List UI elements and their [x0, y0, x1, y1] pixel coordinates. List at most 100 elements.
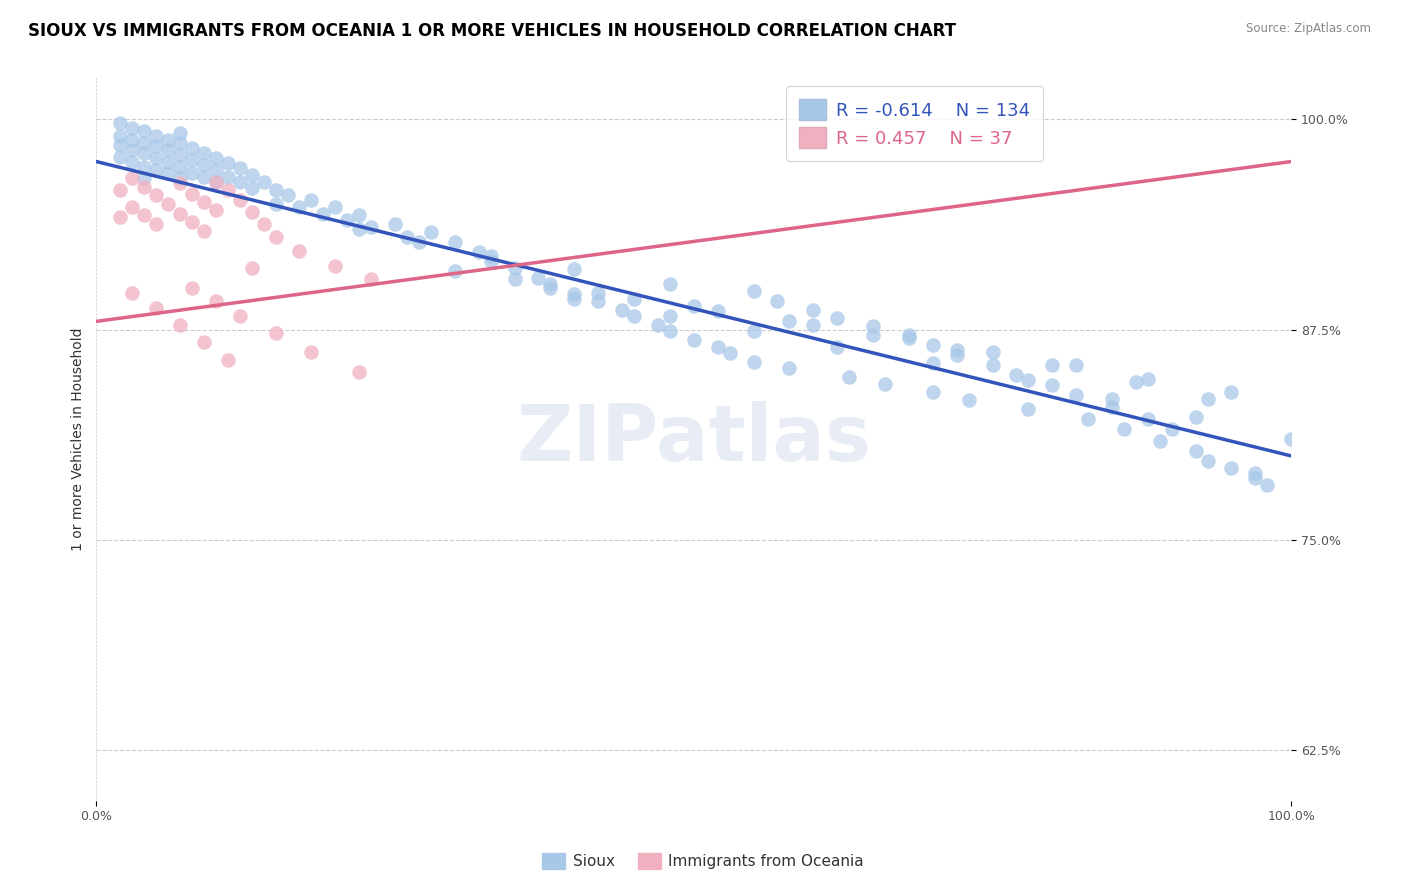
Point: [121, 154, 143, 169]
Point: [121, 120, 143, 135]
Point: [360, 220, 382, 235]
Point: [742, 284, 765, 298]
Point: [1184, 443, 1206, 458]
Point: [169, 318, 191, 332]
Point: [981, 358, 1004, 372]
Point: [647, 318, 669, 332]
Point: [299, 193, 322, 207]
Point: [193, 169, 215, 184]
Point: [169, 136, 191, 150]
Point: [110, 183, 132, 197]
Point: [134, 124, 156, 138]
Point: [110, 137, 132, 152]
Point: [623, 310, 645, 324]
Point: [264, 326, 287, 340]
Point: [658, 325, 681, 339]
Point: [862, 319, 884, 334]
Point: [1197, 454, 1219, 468]
Point: [205, 163, 228, 178]
Point: [157, 166, 180, 180]
Text: Source: ZipAtlas.com: Source: ZipAtlas.com: [1246, 22, 1371, 36]
Point: [145, 217, 167, 231]
Point: [443, 264, 465, 278]
Point: [862, 327, 884, 342]
Point: [110, 116, 132, 130]
Point: [742, 355, 765, 369]
Point: [240, 260, 263, 275]
Point: [825, 310, 848, 325]
Point: [801, 318, 824, 332]
Point: [1279, 432, 1302, 446]
Point: [157, 143, 180, 157]
Point: [169, 177, 191, 191]
Point: [658, 310, 681, 324]
Point: [240, 205, 263, 219]
Legend: R = -0.614    N = 134, R = 0.457    N = 37: R = -0.614 N = 134, R = 0.457 N = 37: [786, 87, 1043, 161]
Point: [205, 151, 228, 165]
Point: [134, 136, 156, 150]
Point: [706, 340, 728, 354]
Point: [479, 249, 502, 263]
Point: [1136, 412, 1159, 426]
Point: [538, 281, 561, 295]
Point: [169, 207, 191, 221]
Point: [443, 235, 465, 250]
Point: [323, 259, 346, 273]
Text: SIOUX VS IMMIGRANTS FROM OCEANIA 1 OR MORE VEHICLES IN HOUSEHOLD CORRELATION CHA: SIOUX VS IMMIGRANTS FROM OCEANIA 1 OR MO…: [28, 22, 956, 40]
Point: [193, 146, 215, 161]
Point: [1064, 388, 1087, 402]
Point: [1197, 392, 1219, 406]
Point: [503, 272, 526, 286]
Point: [586, 294, 609, 309]
Point: [205, 175, 228, 189]
Point: [264, 230, 287, 244]
Point: [193, 194, 215, 209]
Point: [181, 186, 204, 201]
Point: [288, 200, 311, 214]
Point: [1077, 412, 1099, 426]
Point: [945, 348, 967, 362]
Point: [157, 196, 180, 211]
Point: [479, 253, 502, 268]
Point: [360, 272, 382, 286]
Point: [323, 200, 346, 214]
Point: [264, 183, 287, 197]
Point: [217, 353, 239, 368]
Point: [921, 356, 943, 370]
Point: [145, 139, 167, 153]
Point: [336, 213, 359, 227]
Point: [706, 304, 728, 318]
Point: [1064, 358, 1087, 372]
Point: [169, 171, 191, 186]
Point: [145, 188, 167, 202]
Point: [240, 181, 263, 195]
Point: [945, 343, 967, 357]
Point: [169, 148, 191, 162]
Point: [1160, 422, 1182, 436]
Point: [157, 133, 180, 147]
Point: [801, 302, 824, 317]
Point: [253, 217, 276, 231]
Point: [181, 215, 204, 229]
Legend: Sioux, Immigrants from Oceania: Sioux, Immigrants from Oceania: [536, 847, 870, 875]
Point: [299, 344, 322, 359]
Point: [134, 171, 156, 186]
Point: [181, 281, 204, 295]
Point: [742, 325, 765, 339]
Point: [1256, 477, 1278, 491]
Point: [229, 175, 252, 189]
Point: [1112, 422, 1135, 436]
Point: [145, 301, 167, 315]
Point: [1005, 368, 1028, 383]
Point: [682, 333, 704, 347]
Point: [229, 310, 252, 324]
Point: [205, 294, 228, 309]
Point: [897, 331, 920, 345]
Point: [110, 129, 132, 144]
Point: [1220, 460, 1243, 475]
Point: [347, 222, 370, 236]
Point: [1017, 373, 1039, 387]
Point: [562, 262, 585, 277]
Point: [1244, 466, 1267, 480]
Text: ZIPatlas: ZIPatlas: [516, 401, 872, 477]
